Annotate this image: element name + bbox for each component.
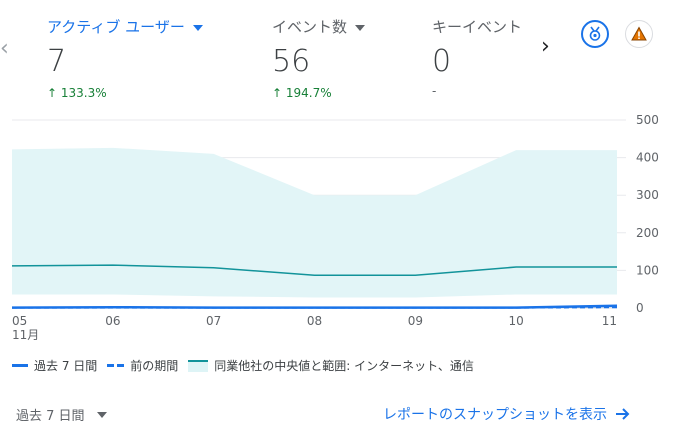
legend-label-current: 過去 7 日間 (34, 359, 98, 373)
metric-change: - (432, 84, 437, 98)
x-tick-label: 05 (12, 314, 27, 328)
warning-icon (631, 26, 647, 41)
metric-label: アクティブ ユーザー (47, 16, 203, 37)
legend-swatch-solid (12, 364, 28, 367)
x-tick-label: 06 (105, 314, 120, 328)
metric-value: 0 (432, 44, 452, 79)
legend-swatch-band (188, 359, 209, 372)
view-snapshot-link[interactable]: レポートのスナップショットを表示 (383, 404, 631, 424)
metric-label: イベント数 (272, 16, 366, 37)
y-tick-label: 0 (636, 301, 644, 315)
metric-card-active-users[interactable]: アクティブ ユーザー (47, 16, 203, 37)
metric-change: ↑ 194.7% (272, 86, 332, 100)
x-tick-label: 08 (307, 314, 322, 328)
legend-label-previous: 前の期間 (130, 359, 179, 373)
metric-label-text: アクティブ ユーザー (47, 18, 185, 36)
benchmark-median-line (11, 264, 617, 277)
metric-change-text: 133.3% (60, 86, 107, 100)
metric-value: 7 (47, 44, 67, 79)
y-tick-label: 500 (636, 113, 659, 127)
metric-card-event-count[interactable]: イベント数 (272, 16, 366, 37)
dropdown-caret-icon (192, 24, 203, 31)
metric-card-key-events[interactable]: キーイベント (432, 16, 522, 37)
arrow-up-icon: ↑ (47, 86, 58, 100)
metric-label-text: キーイベント (432, 18, 523, 36)
y-tick-label: 400 (636, 151, 659, 165)
y-tick-label: 100 (636, 263, 659, 277)
date-range-selector[interactable]: 過去 7 日間 (16, 405, 107, 424)
warning-button[interactable] (625, 20, 653, 48)
metric-label: キーイベント (432, 16, 522, 37)
x-tick-label: 07 (206, 314, 221, 328)
metric-label-text: イベント数 (272, 18, 348, 36)
legend-swatch-dashed (107, 364, 115, 367)
legend-swatch-dashed-2 (117, 364, 125, 367)
dropdown-caret-icon (96, 411, 107, 418)
x-month-label: 11月 (12, 328, 39, 342)
legend-label-benchmark: 同業他社の中央値と範囲: インターネット、通信 (214, 359, 474, 373)
benchmark-range-band (12, 147, 617, 298)
x-tick-label: 09 (408, 314, 423, 328)
badge-icon (589, 26, 601, 41)
y-tick-label: 300 (636, 188, 659, 202)
next-icon[interactable]: › (541, 34, 550, 59)
current-period-line (11, 304, 618, 309)
x-tick-label: 10 (509, 314, 524, 328)
metric-value: 56 (272, 44, 311, 79)
arrow-up-icon: ↑ (272, 86, 283, 100)
dropdown-caret-icon (355, 24, 366, 31)
date-range-label: 過去 7 日間 (16, 409, 85, 424)
metric-change-text: 194.7% (285, 86, 332, 100)
metric-change: ↑ 133.3% (47, 86, 107, 100)
view-snapshot-label: レポートのスナップショットを表示 (383, 407, 607, 423)
line-chart: 0 100 200 300 400 500 05 06 07 08 09 10 11 11月 (11, 113, 659, 342)
legend: 過去 7 日間 前の期間 同業他社の中央値と範囲: インターネット、通信 (12, 357, 474, 374)
insights-button[interactable] (581, 20, 609, 48)
arrow-right-icon (616, 408, 630, 420)
previous-icon[interactable]: ‹ (0, 36, 9, 61)
x-tick-label: 11 (602, 314, 617, 328)
y-tick-label: 200 (636, 226, 659, 240)
